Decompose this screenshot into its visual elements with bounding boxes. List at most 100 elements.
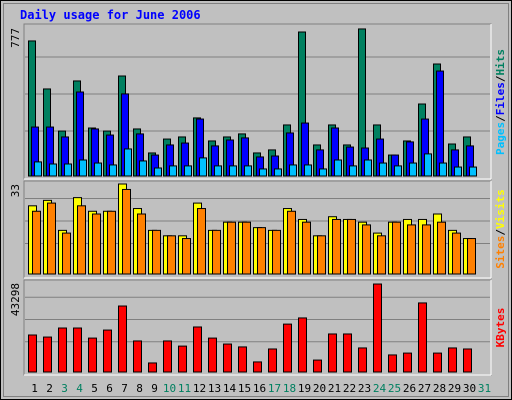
bar: [343, 333, 352, 373]
bar: [274, 168, 282, 177]
legend: Sites/Visits: [494, 189, 507, 269]
bar: [103, 329, 112, 373]
bar: [88, 337, 97, 373]
bar: [403, 352, 412, 373]
bar: [208, 337, 217, 373]
bar: [77, 205, 86, 275]
x-tick-label: 24: [373, 382, 387, 395]
legend-entry: KBytes: [494, 308, 507, 348]
bar: [409, 162, 417, 177]
x-tick-label: 27: [418, 382, 431, 395]
bar: [362, 224, 371, 275]
bar: [349, 165, 357, 177]
bar: [257, 227, 266, 275]
x-tick-label: 25: [388, 382, 401, 395]
legend-entry: Files: [494, 82, 507, 115]
bar: [289, 164, 297, 177]
bar: [392, 221, 401, 275]
bar: [178, 345, 187, 373]
x-tick-label: 10: [163, 382, 176, 395]
bar: [182, 238, 191, 275]
bar: [229, 165, 237, 177]
y-tick-label: 43298: [9, 283, 22, 316]
x-tick-label: 30: [463, 382, 476, 395]
bar: [94, 162, 102, 177]
bar: [304, 164, 312, 177]
x-tick-label: 16: [253, 382, 266, 395]
x-tick-label: 18: [283, 382, 296, 395]
bar: [319, 168, 327, 177]
legend-separator: /: [494, 75, 507, 82]
bar: [452, 232, 461, 275]
bar: [439, 162, 447, 177]
bar: [169, 165, 177, 177]
bar: [109, 164, 117, 177]
x-tick-label: 22: [343, 382, 356, 395]
bar: [364, 159, 372, 177]
x-tick-label: 19: [298, 382, 311, 395]
bar: [317, 235, 326, 275]
bar: [418, 302, 427, 373]
bar: [139, 160, 147, 177]
legend-separator: /: [494, 229, 507, 236]
bar: [268, 348, 277, 373]
bar: [199, 157, 207, 177]
bar: [43, 336, 52, 373]
bar: [212, 229, 221, 275]
bar: [313, 359, 322, 373]
bar: [133, 340, 142, 373]
bar: [379, 162, 387, 177]
legend: KBytes: [494, 308, 507, 348]
legend-entry: Visits: [494, 189, 507, 229]
bar: [287, 210, 296, 275]
legend-entry: Hits: [494, 49, 507, 76]
bar: [137, 213, 146, 275]
bar: [184, 165, 192, 177]
bar: [334, 159, 342, 177]
bar: [437, 221, 446, 275]
bar: [148, 362, 157, 373]
bar: [469, 166, 477, 177]
x-tick-label: 5: [91, 382, 98, 395]
legend-separator: /: [494, 115, 507, 122]
bar: [28, 334, 37, 373]
bar: [238, 346, 247, 373]
x-tick-label: 12: [193, 382, 206, 395]
bar: [124, 148, 132, 177]
x-tick-label: 1: [31, 382, 38, 395]
bar: [47, 202, 56, 275]
bar: [49, 163, 57, 177]
bar: [454, 166, 462, 177]
bar: [193, 326, 202, 373]
x-tick-label: 9: [151, 382, 158, 395]
x-tick-label: 11: [178, 382, 191, 395]
bar: [253, 361, 262, 373]
bar: [197, 208, 206, 275]
bar: [73, 327, 82, 373]
bar: [377, 235, 386, 275]
bar: [34, 161, 42, 177]
x-tick-label: 20: [313, 382, 326, 395]
bar: [424, 153, 432, 177]
bar: [92, 213, 101, 275]
bar: [79, 159, 87, 177]
bar: [244, 165, 252, 177]
bar: [332, 218, 341, 275]
bar: [347, 218, 356, 275]
x-tick-label: 6: [106, 382, 113, 395]
bar: [227, 221, 236, 275]
x-tick-label: 7: [121, 382, 128, 395]
bar: [62, 232, 71, 275]
bar: [388, 354, 397, 373]
bar: [242, 221, 251, 275]
legend-entry: Pages: [494, 122, 507, 155]
inner-border: [3, 3, 509, 397]
bar: [463, 348, 472, 373]
x-tick-label: 14: [223, 382, 237, 395]
x-tick-label: 28: [433, 382, 446, 395]
bar: [328, 333, 337, 373]
bar: [394, 165, 402, 177]
bar: [302, 221, 311, 275]
